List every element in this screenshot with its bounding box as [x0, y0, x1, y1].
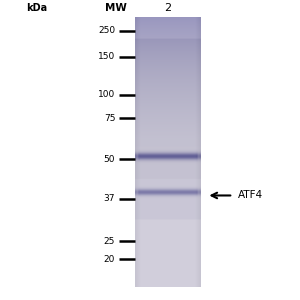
- Text: MW: MW: [105, 3, 127, 13]
- Text: 37: 37: [104, 194, 115, 203]
- Text: 100: 100: [98, 91, 115, 100]
- Text: 20: 20: [104, 255, 115, 264]
- Text: ATF4: ATF4: [238, 190, 263, 200]
- Text: kDa: kDa: [26, 3, 47, 13]
- Text: 50: 50: [104, 155, 115, 164]
- Text: 250: 250: [98, 26, 115, 35]
- Text: 25: 25: [104, 237, 115, 246]
- Text: 150: 150: [98, 52, 115, 62]
- Text: 75: 75: [104, 114, 115, 123]
- Text: 2: 2: [164, 3, 171, 13]
